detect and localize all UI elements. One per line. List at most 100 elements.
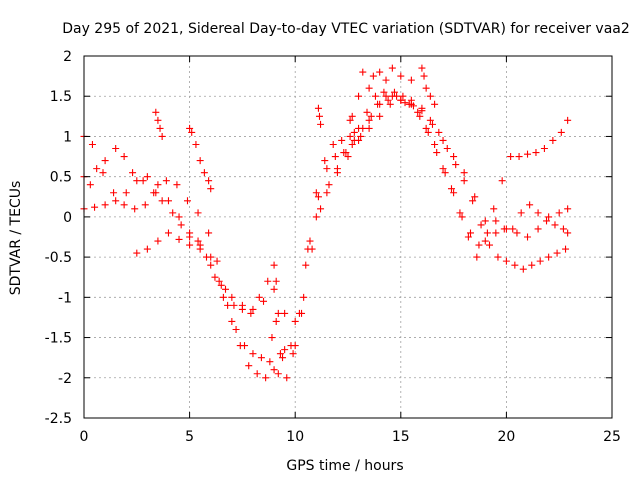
data-point bbox=[238, 301, 246, 309]
data-point bbox=[426, 92, 434, 100]
data-point bbox=[424, 128, 432, 136]
data-point bbox=[359, 124, 367, 132]
data-point bbox=[133, 177, 141, 185]
data-point bbox=[416, 112, 424, 120]
data-point bbox=[192, 140, 200, 148]
data-point bbox=[141, 201, 149, 209]
data-point bbox=[255, 293, 263, 301]
data-point bbox=[175, 213, 183, 221]
data-point bbox=[553, 249, 561, 257]
data-point bbox=[156, 124, 164, 132]
data-point bbox=[93, 165, 101, 173]
data-point bbox=[414, 108, 422, 116]
data-point bbox=[477, 221, 485, 229]
data-point bbox=[323, 165, 331, 173]
data-point bbox=[224, 301, 232, 309]
data-point bbox=[422, 124, 430, 132]
data-point bbox=[183, 197, 191, 205]
data-point bbox=[524, 233, 532, 241]
data-point bbox=[515, 153, 523, 161]
data-point bbox=[536, 257, 544, 265]
data-point bbox=[194, 209, 202, 217]
y-tick-label: -0.5 bbox=[45, 250, 72, 266]
data-point bbox=[369, 72, 377, 80]
data-point bbox=[260, 297, 268, 305]
y-tick-label: -2 bbox=[58, 371, 72, 387]
series-1 bbox=[80, 88, 572, 358]
data-point bbox=[338, 136, 346, 144]
data-point bbox=[545, 213, 553, 221]
data-point bbox=[317, 205, 325, 213]
data-point bbox=[426, 116, 434, 124]
data-point bbox=[207, 185, 215, 193]
data-point bbox=[452, 161, 460, 169]
data-point bbox=[388, 64, 396, 72]
data-point bbox=[312, 189, 320, 197]
data-point bbox=[164, 229, 172, 237]
y-tick-label: 0.5 bbox=[50, 170, 72, 186]
data-point bbox=[532, 149, 540, 157]
data-point bbox=[272, 317, 280, 325]
data-point bbox=[169, 209, 177, 217]
data-point bbox=[281, 346, 289, 354]
data-point bbox=[498, 177, 506, 185]
data-point bbox=[371, 92, 379, 100]
data-point bbox=[355, 92, 363, 100]
data-point bbox=[262, 374, 270, 382]
data-point bbox=[164, 197, 172, 205]
data-point bbox=[173, 181, 181, 189]
data-point bbox=[481, 237, 489, 245]
data-point bbox=[283, 374, 291, 382]
x-tick-label: 10 bbox=[286, 429, 304, 445]
data-point bbox=[112, 197, 120, 205]
data-point bbox=[393, 92, 401, 100]
data-point bbox=[86, 181, 94, 189]
data-point bbox=[365, 84, 373, 92]
data-point bbox=[348, 140, 356, 148]
data-point bbox=[458, 213, 466, 221]
data-point bbox=[217, 281, 225, 289]
data-point bbox=[321, 157, 329, 165]
data-point bbox=[435, 128, 443, 136]
data-point bbox=[344, 153, 352, 161]
data-point bbox=[291, 342, 299, 350]
data-point bbox=[276, 350, 284, 358]
data-point bbox=[213, 257, 221, 265]
data-point bbox=[139, 177, 147, 185]
y-tick-label: -1.5 bbox=[45, 331, 72, 347]
data-point bbox=[323, 189, 331, 197]
data-point bbox=[158, 197, 166, 205]
data-point bbox=[249, 305, 257, 313]
data-point bbox=[428, 120, 436, 128]
data-point bbox=[241, 342, 249, 350]
data-point bbox=[367, 112, 375, 120]
y-tick-labels: -2.5 -2 -1.5 -1 -0.5 0 0.5 1 1.5 2 bbox=[45, 49, 72, 427]
data-point bbox=[559, 225, 567, 233]
data-point bbox=[433, 149, 441, 157]
data-point bbox=[390, 88, 398, 96]
data-point bbox=[357, 132, 365, 140]
data-point bbox=[376, 68, 384, 76]
data-point bbox=[131, 205, 139, 213]
data-point bbox=[122, 189, 130, 197]
data-point bbox=[101, 201, 109, 209]
data-point bbox=[509, 225, 517, 233]
data-point bbox=[511, 261, 519, 269]
data-point bbox=[270, 261, 278, 269]
data-point bbox=[564, 229, 572, 237]
data-point bbox=[526, 201, 534, 209]
data-point bbox=[245, 362, 253, 370]
data-point bbox=[382, 76, 390, 84]
data-point bbox=[222, 285, 230, 293]
data-point bbox=[342, 149, 350, 157]
data-point bbox=[281, 309, 289, 317]
data-point bbox=[407, 76, 415, 84]
data-point bbox=[397, 72, 405, 80]
data-point bbox=[194, 237, 202, 245]
data-point bbox=[475, 241, 483, 249]
y-tick-label: -2.5 bbox=[45, 411, 72, 427]
data-point bbox=[186, 229, 194, 237]
data-point bbox=[289, 350, 297, 358]
data-point bbox=[158, 132, 166, 140]
data-point bbox=[207, 261, 215, 269]
